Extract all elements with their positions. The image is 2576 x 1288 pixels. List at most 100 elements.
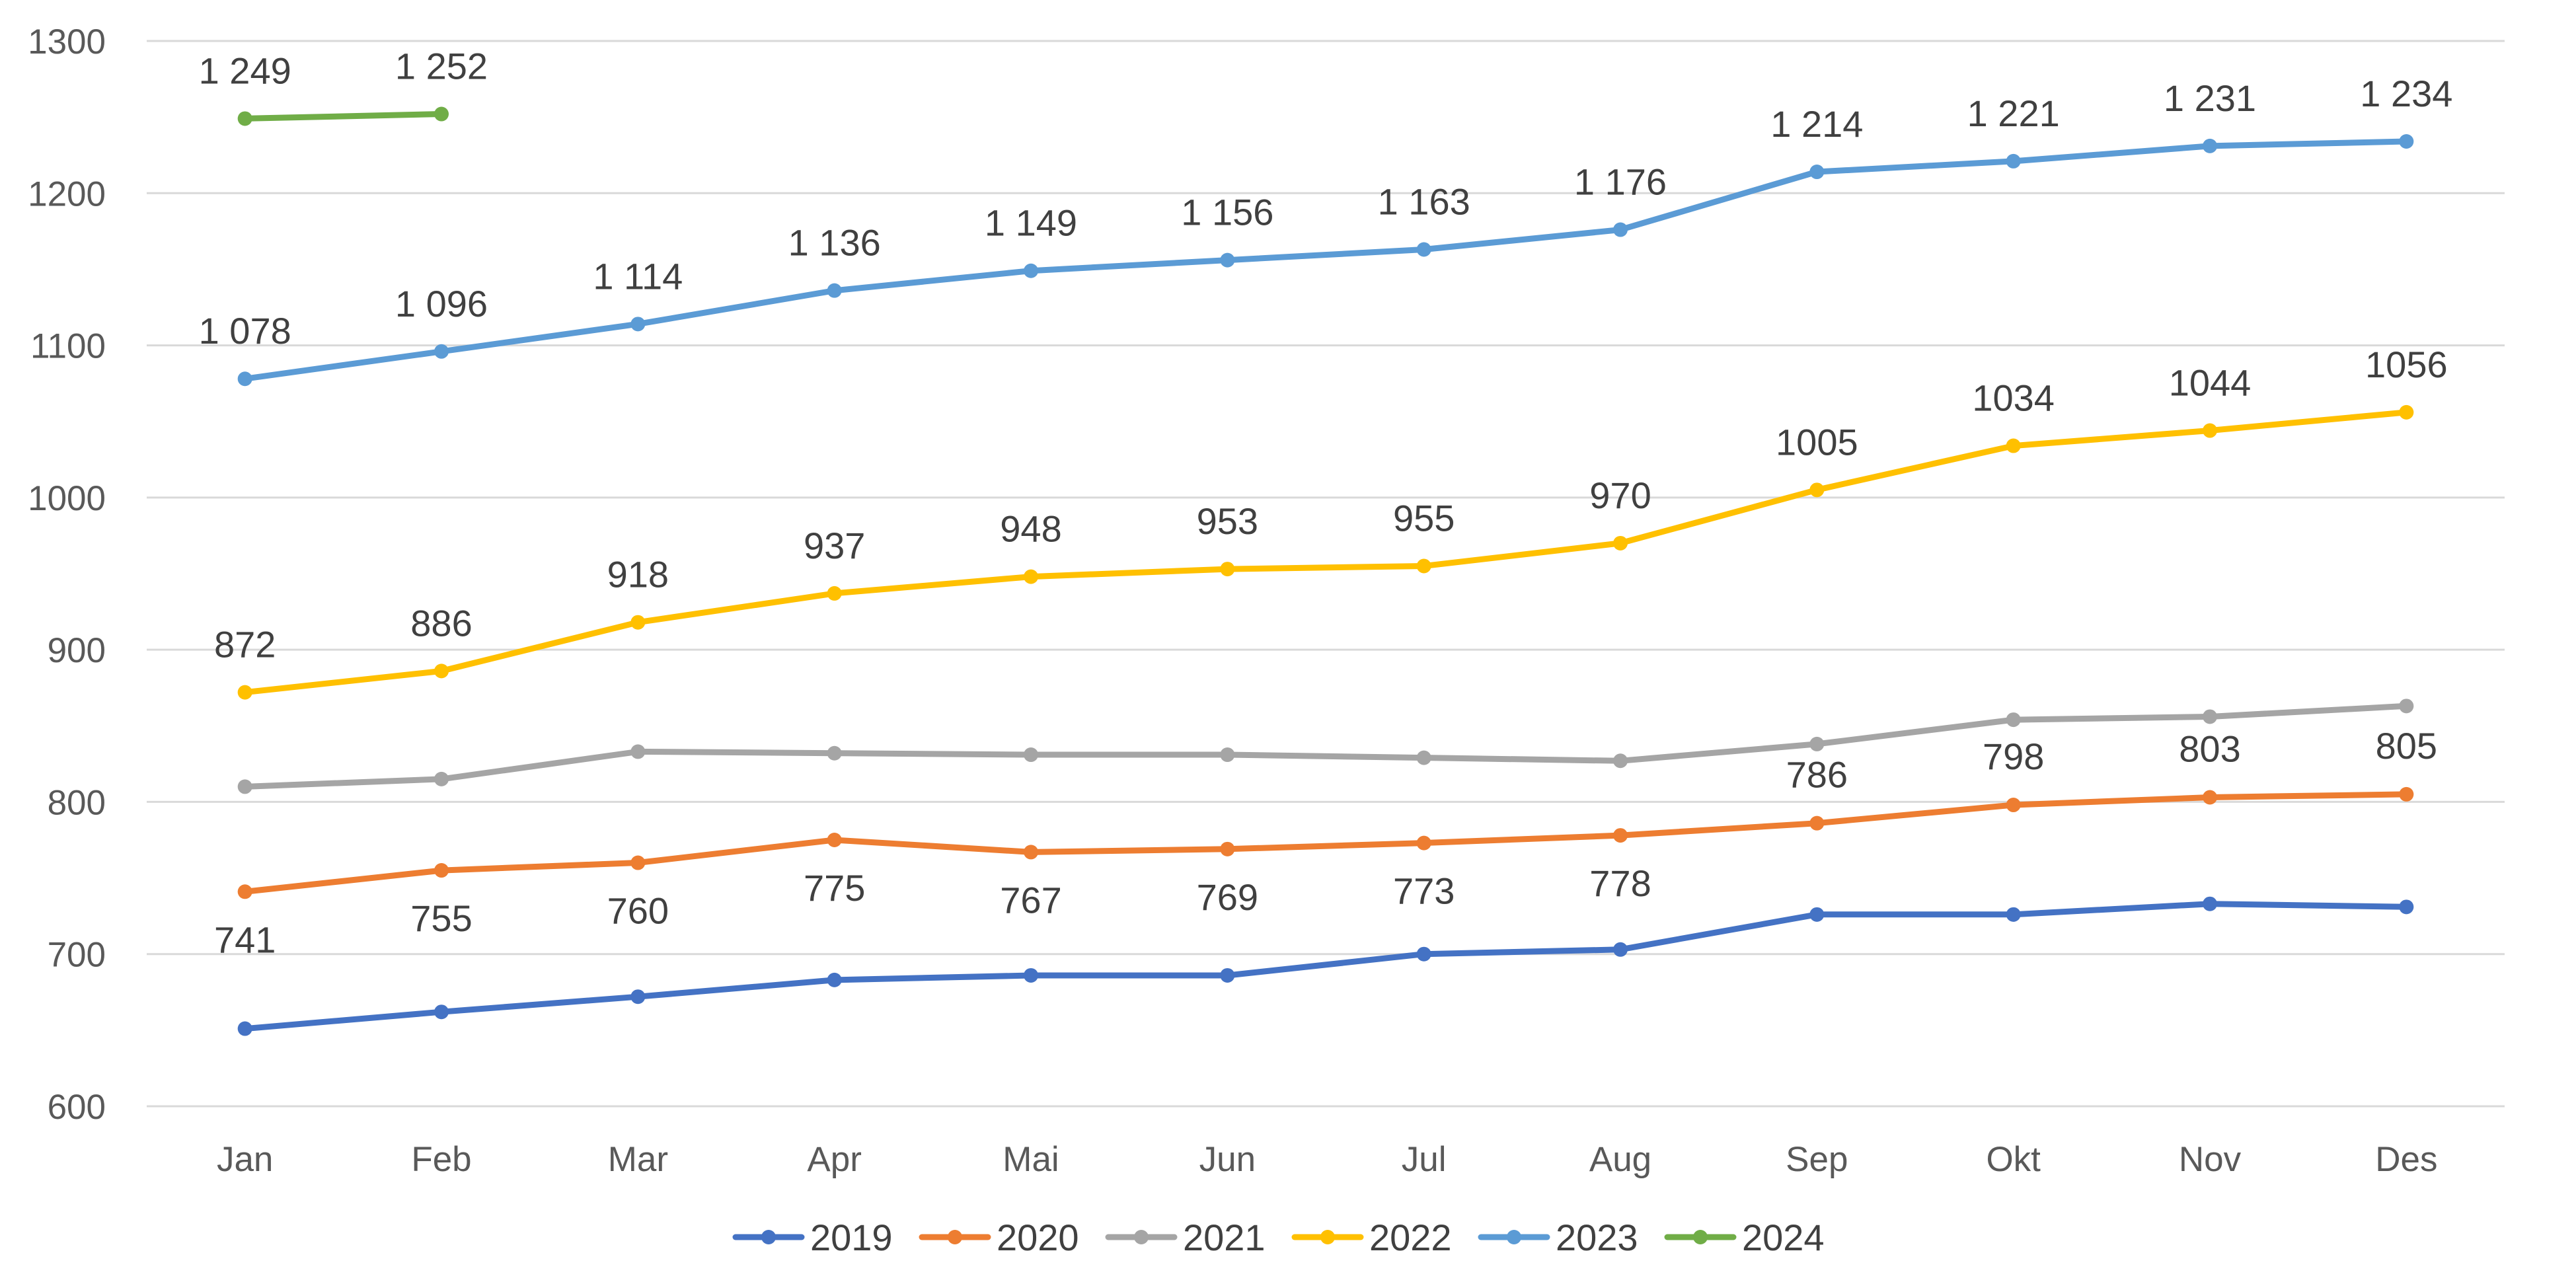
data-point-2020 <box>1809 815 1825 831</box>
data-label-2020: 741 <box>214 919 276 960</box>
data-point-2023 <box>630 317 646 332</box>
x-tick-label: Apr <box>807 1140 861 1179</box>
data-point-2021 <box>1024 747 1038 763</box>
legend-item-2020[interactable]: 2020 <box>919 1217 1079 1258</box>
x-axis: Jan Feb Mar Apr Mai Jun Jul Aug Sep Okt Nov Des <box>217 1140 2438 1179</box>
x-tick-label: Okt <box>1986 1140 2041 1179</box>
data-point-2023 <box>1613 222 1628 237</box>
data-point-2020 <box>630 855 646 870</box>
series-2022 <box>237 404 2414 700</box>
data-point-2020 <box>1416 835 1431 851</box>
data-point-2019 <box>827 972 842 987</box>
data-point-2022 <box>434 663 449 679</box>
series-line-2020 <box>242 791 2409 895</box>
data-label-2023: 1 156 <box>1181 192 1273 233</box>
data-label-2024: 1 249 <box>199 50 291 91</box>
data-label-2020: 767 <box>1000 879 1061 921</box>
data-label-2020: 803 <box>2179 728 2240 770</box>
data-label-2020: 769 <box>1197 876 1258 918</box>
legend-label: 2023 <box>1556 1217 1638 1258</box>
data-point-2019 <box>2399 899 2414 915</box>
data-point-2023 <box>2399 133 2414 149</box>
data-point-2020 <box>2006 798 2021 813</box>
y-tick-label: 800 <box>48 783 106 822</box>
legend-item-2023[interactable]: 2023 <box>1478 1217 1638 1258</box>
x-tick-label: Aug <box>1589 1140 1651 1179</box>
data-label-2023: 1 231 <box>2164 77 2256 119</box>
data-label-2020: 760 <box>607 890 669 932</box>
data-label-2023: 1 163 <box>1378 180 1470 222</box>
data-point-2019 <box>1220 967 1235 983</box>
data-point-2021 <box>630 744 646 759</box>
data-label-2020: 773 <box>1393 870 1455 912</box>
legend-item-2019[interactable]: 2019 <box>732 1217 893 1258</box>
data-point-2022 <box>630 615 646 630</box>
data-point-2023 <box>237 371 252 387</box>
series-2019 <box>237 896 2414 1036</box>
data-point-2019 <box>1416 946 1431 962</box>
data-point-2021 <box>2399 699 2414 714</box>
data-point-2023 <box>827 283 842 298</box>
data-point-2024 <box>237 111 252 126</box>
gridlines <box>147 40 2505 1108</box>
legend-label: 2021 <box>1183 1217 1266 1258</box>
x-tick-label: Jan <box>217 1140 273 1179</box>
data-point-2023 <box>2006 153 2021 169</box>
x-tick-label: Mar <box>608 1140 668 1179</box>
data-point-2019 <box>434 1004 449 1020</box>
data-label-2022: 937 <box>804 525 865 566</box>
data-label-2023: 1 176 <box>1574 161 1667 203</box>
data-point-2019 <box>1024 967 1038 983</box>
legend-marker <box>761 1230 776 1244</box>
data-point-2020 <box>1024 845 1038 860</box>
data-label-2020: 798 <box>1983 736 2044 777</box>
data-point-2021 <box>1416 750 1431 765</box>
data-point-2021 <box>2203 709 2217 724</box>
y-tick-label: 600 <box>48 1088 106 1127</box>
data-label-2022: 886 <box>410 602 472 644</box>
data-point-2023 <box>1416 242 1431 257</box>
data-label-2023: 1 234 <box>2360 73 2452 114</box>
x-tick-label: Feb <box>411 1140 471 1179</box>
data-point-2021 <box>2006 712 2021 728</box>
data-label-2022: 1005 <box>1776 421 1858 463</box>
data-point-2020 <box>827 833 842 847</box>
data-point-2023 <box>1024 263 1038 278</box>
data-point-2022 <box>1024 569 1038 584</box>
series-2021 <box>237 699 2414 794</box>
x-tick-label: Des <box>2375 1140 2437 1179</box>
data-label-2023: 1 214 <box>1770 103 1863 145</box>
data-label-2022: 918 <box>607 554 669 595</box>
data-label-2020: 755 <box>410 897 472 939</box>
series-line-2024 <box>242 111 445 122</box>
data-label-2020: 805 <box>2376 725 2437 767</box>
data-label-2022: 948 <box>1000 508 1061 550</box>
x-tick-label: Jul <box>1402 1140 1447 1179</box>
data-label-2020: 775 <box>804 867 865 909</box>
legend-label: 2022 <box>1369 1217 1452 1258</box>
x-tick-label: Mai <box>1003 1140 1059 1179</box>
data-label-2023: 1 078 <box>199 310 291 352</box>
data-point-2020 <box>2399 786 2414 802</box>
data-label-2022: 955 <box>1393 497 1455 539</box>
data-point-2021 <box>827 745 842 761</box>
data-point-2019 <box>2006 907 2021 922</box>
series-lines <box>237 106 2414 1036</box>
data-point-2022 <box>237 685 252 700</box>
legend-item-2021[interactable]: 2021 <box>1105 1217 1266 1258</box>
legend-item-2022[interactable]: 2022 <box>1291 1217 1452 1258</box>
legend-item-2024[interactable]: 2024 <box>1664 1217 1825 1258</box>
legend-label: 2020 <box>997 1217 1079 1258</box>
data-label-2022: 970 <box>1589 474 1651 516</box>
data-label-2022: 1056 <box>2365 344 2448 385</box>
data-point-2022 <box>2006 438 2021 453</box>
y-tick-label: 700 <box>48 936 106 975</box>
x-tick-label: Jun <box>1199 1140 1256 1179</box>
data-point-2019 <box>2203 896 2217 911</box>
data-label-2022: 1034 <box>1972 377 2055 419</box>
data-point-2021 <box>1613 753 1628 769</box>
data-point-2019 <box>237 1021 252 1036</box>
data-point-2019 <box>1809 907 1825 922</box>
data-point-2020 <box>237 884 252 899</box>
